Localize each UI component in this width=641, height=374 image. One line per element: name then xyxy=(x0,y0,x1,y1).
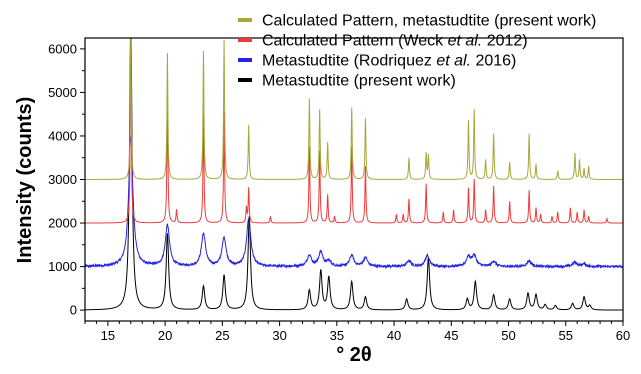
x-tick-label: 20 xyxy=(158,328,172,343)
x-tick-label: 50 xyxy=(501,328,515,343)
legend-label-part: Calculated Pattern, metastudtite (presen… xyxy=(262,13,596,30)
x-tick-label: 60 xyxy=(616,328,630,343)
series-line xyxy=(85,38,623,224)
legend-label-part: Metastudtite (present work) xyxy=(262,73,456,90)
x-tick-label: 15 xyxy=(101,328,115,343)
legend-label-part: et al. xyxy=(436,53,471,70)
series-line xyxy=(85,38,623,311)
y-tick-label: 4000 xyxy=(48,128,77,143)
legend-label-part: 2016) xyxy=(471,53,516,70)
y-tick-label: 1000 xyxy=(48,259,77,274)
y-tick-label: 3000 xyxy=(48,172,77,187)
x-tick-label: 40 xyxy=(387,328,401,343)
legend: Calculated Pattern, metastudtite (presen… xyxy=(238,13,596,90)
x-axis-ticks: 15 20 25 30 35 40 45 50 55 60 xyxy=(84,321,630,343)
legend-label: Calculated Pattern (Weck et al. 2012) xyxy=(262,33,528,50)
x-tick-label: 25 xyxy=(215,328,229,343)
x-tick-label: 35 xyxy=(330,328,344,343)
y-tick-label: 0 xyxy=(70,303,77,318)
legend-label-part: Calculated Pattern (Weck xyxy=(262,33,448,50)
y-axis-title: Intensity (counts) xyxy=(14,97,36,264)
legend-label-part: Metastudtite (Rodriquez xyxy=(262,53,436,70)
y-axis-ticks: 0 1000 2000 3000 4000 5000 6000 xyxy=(48,41,85,318)
legend-label: Metastudtite (Rodriquez et al. 2016) xyxy=(262,53,516,70)
series-line xyxy=(85,136,623,270)
x-tick-label: 55 xyxy=(559,328,573,343)
x-tick-label: 45 xyxy=(444,328,458,343)
y-tick-label: 2000 xyxy=(48,216,77,231)
y-tick-label: 5000 xyxy=(48,85,77,100)
legend-label-part: 2012) xyxy=(482,33,527,50)
series-group xyxy=(85,38,623,311)
y-tick-label: 6000 xyxy=(48,41,77,56)
legend-label: Calculated Pattern, metastudtite (presen… xyxy=(262,13,596,30)
legend-label: Metastudtite (present work) xyxy=(262,73,456,90)
x-tick-label: 30 xyxy=(272,328,286,343)
legend-label-part: et al. xyxy=(448,33,483,50)
series-line xyxy=(85,38,623,180)
x-axis-title: ° 2θ xyxy=(336,344,372,366)
